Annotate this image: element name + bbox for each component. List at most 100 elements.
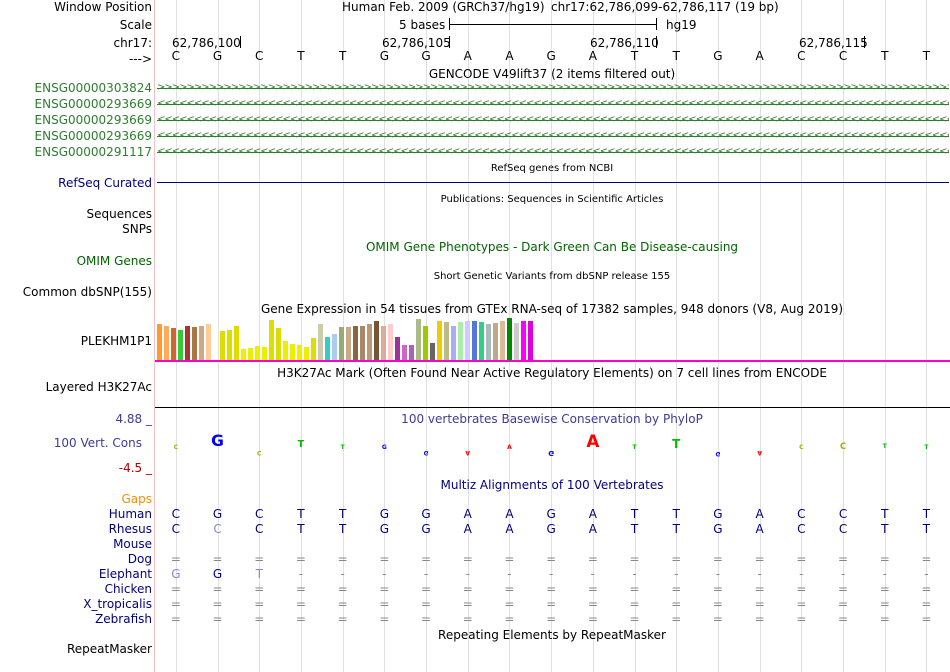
repeatmasker-track-label[interactable]: RepeatMasker <box>66 642 152 656</box>
gtex-tissue-bar[interactable] <box>451 326 456 360</box>
sequences-track-label[interactable]: Sequences <box>86 207 152 221</box>
gtex-tissue-bar[interactable] <box>465 321 470 360</box>
gtex-tissue-bar[interactable] <box>213 352 218 360</box>
h3k27ac-track-label[interactable]: Layered H3K27Ac <box>45 380 152 394</box>
multiz-aligned-base: = <box>546 612 557 626</box>
gencode-gene-label[interactable]: ENSG00000293669 <box>34 129 152 143</box>
gtex-tissue-bar[interactable] <box>157 324 162 360</box>
gtex-tissue-bar[interactable] <box>332 334 337 360</box>
gtex-tissue-bar[interactable] <box>185 326 190 360</box>
multiz-aligned-base: = <box>754 597 765 611</box>
gtex-tissue-bar[interactable] <box>500 321 505 360</box>
gencode-gene-label[interactable]: ENSG00000291117 <box>34 145 152 159</box>
multiz-aligned-base: = <box>170 552 181 566</box>
gtex-tissue-bar[interactable] <box>423 326 428 360</box>
gtex-tissue-bar[interactable] <box>409 345 414 360</box>
gtex-tissue-bar[interactable] <box>297 345 302 360</box>
gtex-bar-chart[interactable] <box>157 316 557 360</box>
gtex-tissue-bar[interactable] <box>479 322 484 360</box>
multiz-species-label[interactable]: Dog <box>127 552 152 566</box>
gtex-tissue-bar[interactable] <box>416 319 421 360</box>
base-gridline <box>551 0 553 672</box>
gtex-tissue-bar[interactable] <box>262 347 267 360</box>
snps-track-label[interactable]: SNPs <box>122 222 152 236</box>
gtex-tissue-bar[interactable] <box>234 326 239 360</box>
gencode-gene-feature[interactable]: >>>>>>>>>>>>>>>>>>>>>>>>>>>>>>>>>>>>>>>>… <box>157 81 949 95</box>
gtex-tissue-bar[interactable] <box>164 326 169 360</box>
gtex-tissue-bar[interactable] <box>472 321 477 360</box>
gtex-tissue-bar[interactable] <box>437 321 442 360</box>
refseq-track-label[interactable]: RefSeq Curated <box>58 176 152 190</box>
gtex-tissue-bar[interactable] <box>367 324 372 360</box>
gencode-gene-feature[interactable]: <<<<<<<<<<<<<<<<<<<<<<<<<<<<<<<<<<<<<<<<… <box>157 145 949 159</box>
gtex-tissue-bar[interactable] <box>311 338 316 360</box>
gtex-tissue-bar[interactable] <box>430 343 435 360</box>
gtex-tissue-bar[interactable] <box>318 324 323 360</box>
gtex-tissue-bar[interactable] <box>171 328 176 360</box>
phylop-base-mark: T <box>882 443 887 450</box>
gtex-tissue-bar[interactable] <box>325 337 330 360</box>
window-position-label: Window Position <box>54 0 152 14</box>
omim-track-label[interactable]: OMIM Genes <box>76 254 152 268</box>
gtex-tissue-bar[interactable] <box>353 326 358 360</box>
gtex-tissue-bar[interactable] <box>514 323 519 360</box>
gtex-tissue-bar[interactable] <box>248 348 253 360</box>
gtex-tissue-bar[interactable] <box>395 337 400 360</box>
multiz-aligned-base: T <box>881 507 889 521</box>
strand-label[interactable]: ---> <box>128 52 152 66</box>
gtex-tissue-bar[interactable] <box>458 322 463 360</box>
gtex-gene-label[interactable]: PLEKHM1P1 <box>80 334 152 348</box>
multiz-species-label[interactable]: Chicken <box>104 582 152 596</box>
gtex-tissue-bar[interactable] <box>444 322 449 360</box>
gtex-tissue-bar[interactable] <box>521 321 526 360</box>
gencode-gene-feature[interactable]: <<<<<<<<<<<<<<<<<<<<<<<<<<<<<<<<<<<<<<<<… <box>157 129 949 143</box>
multiz-aligned-base: A <box>755 522 764 536</box>
gtex-tissue-bar[interactable] <box>220 331 225 360</box>
gencode-gene-feature[interactable]: <<<<<<<<<<<<<<<<<<<<<<<<<<<<<<<<<<<<<<<<… <box>157 113 949 127</box>
gtex-tissue-bar[interactable] <box>360 326 365 360</box>
gtex-tissue-bar[interactable] <box>493 323 498 360</box>
gtex-tissue-bar[interactable] <box>290 344 295 360</box>
multiz-aligned-base: = <box>337 612 348 626</box>
gtex-tissue-bar[interactable] <box>241 349 246 360</box>
gtex-tissue-bar[interactable] <box>528 321 533 360</box>
multiz-species-label[interactable]: Zebrafish <box>95 612 152 626</box>
gencode-gene-feature[interactable]: <<<<<<<<<<<<<<<<<<<<<<<<<<<<<<<<<<<<<<<<… <box>157 97 949 111</box>
gencode-gene-label[interactable]: ENSG00000303824 <box>34 81 152 95</box>
gtex-tissue-bar[interactable] <box>227 330 232 360</box>
gtex-tissue-bar[interactable] <box>388 324 393 360</box>
gtex-tissue-bar[interactable] <box>255 346 260 360</box>
gtex-tissue-bar[interactable] <box>374 321 379 360</box>
gtex-tissue-bar[interactable] <box>402 345 407 360</box>
multiz-species-label[interactable]: Human <box>108 507 152 521</box>
gtex-tissue-bar[interactable] <box>486 324 491 360</box>
gtex-tissue-bar[interactable] <box>269 320 274 360</box>
multiz-aligned-base: = <box>379 597 390 611</box>
phylop-track-title: 100 vertebrates Basewise Conservation by… <box>401 412 703 426</box>
multiz-species-label[interactable]: Rhesus <box>108 522 152 536</box>
gtex-tissue-bar[interactable] <box>507 318 512 360</box>
gtex-tissue-bar[interactable] <box>283 341 288 360</box>
gtex-tissue-bar[interactable] <box>346 327 351 360</box>
gtex-tissue-bar[interactable] <box>304 347 309 360</box>
multiz-species-label[interactable]: X_tropicalis <box>83 597 152 611</box>
gtex-tissue-bar[interactable] <box>276 328 281 360</box>
gencode-gene-label[interactable]: ENSG00000293669 <box>34 113 152 127</box>
multiz-species-label[interactable]: Mouse <box>113 537 152 551</box>
multiz-aligned-base: C <box>838 522 848 536</box>
gtex-tissue-bar[interactable] <box>199 326 204 360</box>
multiz-species-label[interactable]: Elephant <box>98 567 152 581</box>
refseq-track-line[interactable] <box>157 182 949 183</box>
gencode-gene-label[interactable]: ENSG00000293669 <box>34 97 152 111</box>
multiz-aligned-base: = <box>838 597 849 611</box>
gtex-tissue-bar[interactable] <box>178 330 183 360</box>
dbsnp-track-label[interactable]: Common dbSNP(155) <box>22 285 152 299</box>
multiz-aligned-base: = <box>587 597 598 611</box>
gtex-tissue-bar[interactable] <box>381 326 386 360</box>
gtex-tissue-bar[interactable] <box>192 327 197 360</box>
base-gridline <box>843 0 845 672</box>
phylop-track-label[interactable]: 100 Vert. Cons <box>53 436 142 450</box>
gtex-tissue-bar[interactable] <box>206 324 211 360</box>
gtex-tissue-bar[interactable] <box>339 327 344 360</box>
